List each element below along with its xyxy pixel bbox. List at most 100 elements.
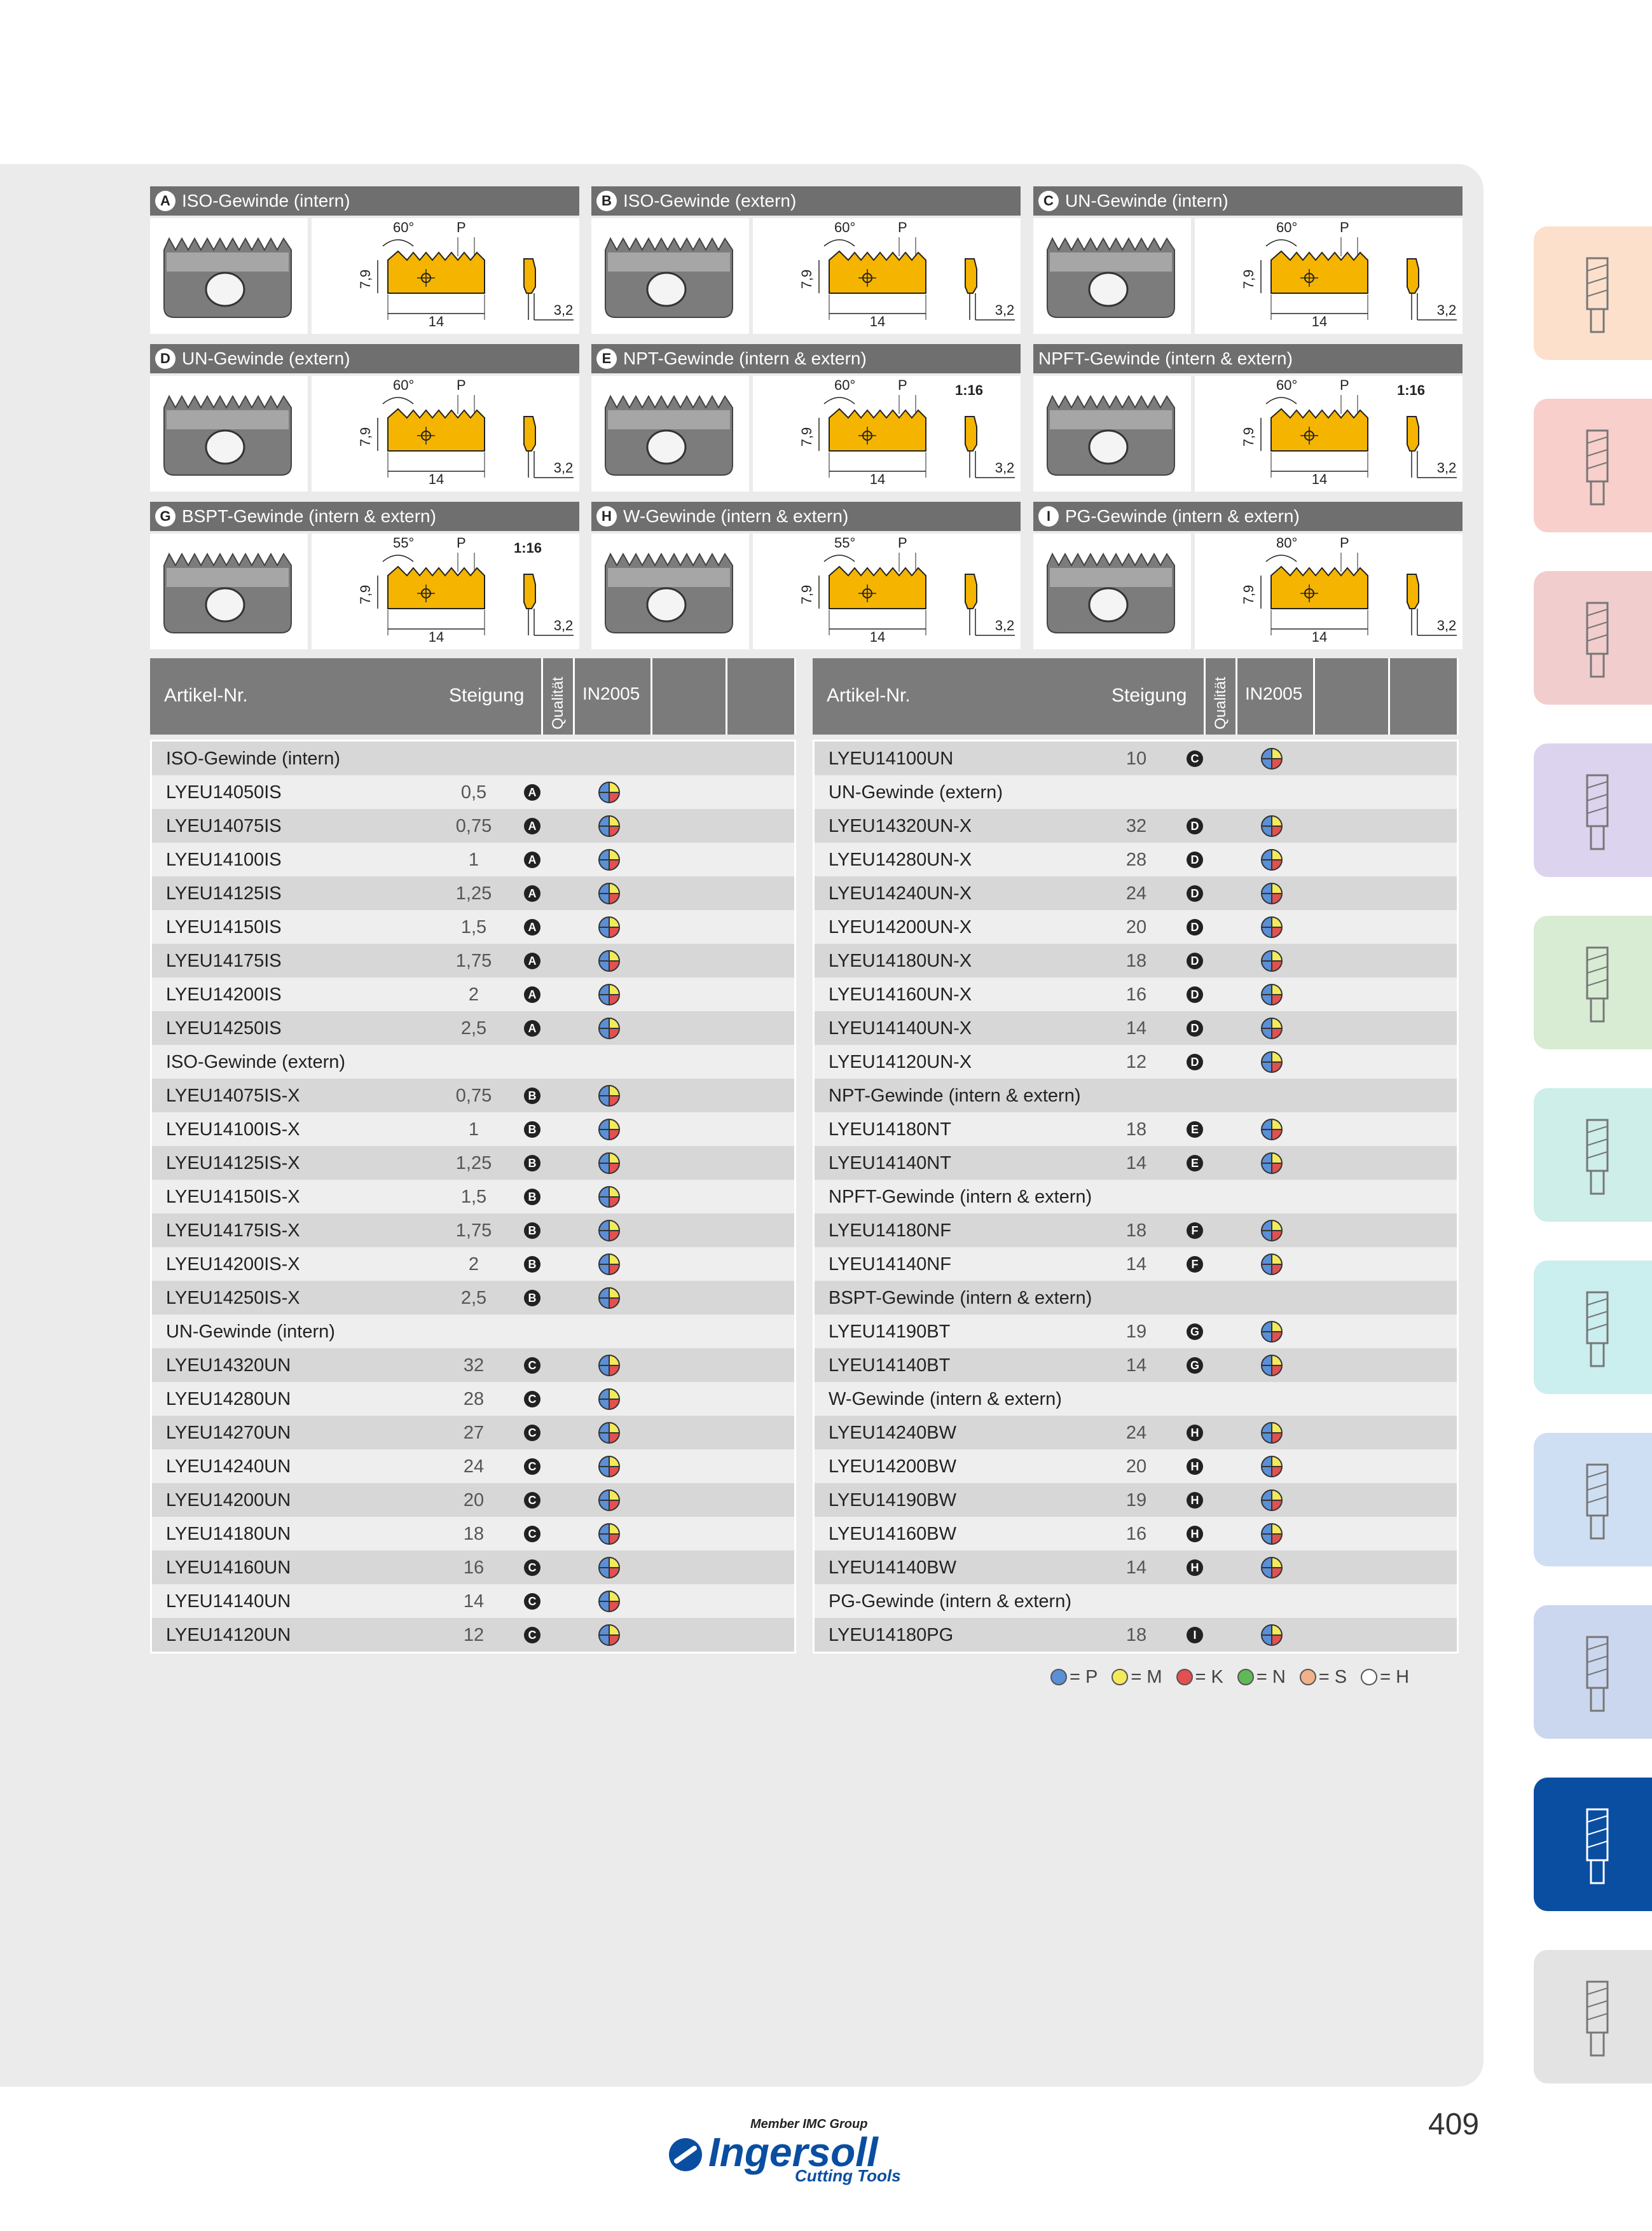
profile-card: I PG-Gewinde (intern & extern) 80° P 14 3,2 7,… bbox=[1033, 502, 1463, 649]
drawing-label-w: 14 bbox=[429, 314, 444, 329]
article-number: LYEU14100IS bbox=[166, 850, 282, 870]
side-tab[interactable] bbox=[1534, 1088, 1652, 1222]
table-row: LYEU14160UN 16 C bbox=[152, 1551, 794, 1584]
drawing-label-t: 3,2 bbox=[554, 618, 574, 633]
grade-material-icon bbox=[598, 815, 620, 837]
drawing-label-ratio: 1:16 bbox=[955, 382, 983, 398]
grade-material-icon bbox=[1261, 1557, 1283, 1578]
article-number: LYEU14140BT bbox=[829, 1355, 951, 1376]
table-row: LYEU14180PG 18 I bbox=[815, 1618, 1457, 1652]
table-row: LYEU14240UN-X 24 D bbox=[815, 876, 1457, 910]
table-row: LYEU14180NT 18 E bbox=[815, 1112, 1457, 1146]
profile-header: B ISO-Gewinde (extern) bbox=[591, 186, 1021, 216]
side-tab[interactable] bbox=[1534, 1950, 1652, 2083]
drawing-label-angle: 60° bbox=[393, 377, 414, 393]
group-row: ISO-Gewinde (extern) bbox=[152, 1045, 794, 1079]
profile-header: H W-Gewinde (intern & extern) bbox=[591, 502, 1021, 531]
legend-label: = H bbox=[1380, 1666, 1410, 1687]
table-row: LYEU14175IS 1,75 A bbox=[152, 944, 794, 977]
side-tab[interactable] bbox=[1534, 916, 1652, 1049]
table-row: LYEU14125IS 1,25 A bbox=[152, 876, 794, 910]
pitch-value: 2,5 bbox=[460, 1288, 487, 1308]
quality-badge: C bbox=[524, 1559, 540, 1576]
article-number: LYEU14240BW bbox=[829, 1423, 956, 1443]
drawing-label-w: 14 bbox=[870, 471, 885, 487]
side-tab[interactable] bbox=[1534, 399, 1652, 532]
grade-material-icon bbox=[598, 1355, 620, 1376]
grade-material-icon bbox=[598, 849, 620, 871]
drawing-label-pitch: P bbox=[1340, 219, 1349, 235]
side-tab[interactable] bbox=[1534, 1433, 1652, 1566]
grade-material-icon bbox=[1261, 1119, 1283, 1140]
table-row: LYEU14200UN 20 C bbox=[152, 1483, 794, 1517]
grade-material-icon bbox=[1261, 1051, 1283, 1073]
helical-mill-icon bbox=[1586, 774, 1609, 850]
table-row: LYEU14250IS 2,5 A bbox=[152, 1011, 794, 1045]
article-number: LYEU14240UN bbox=[166, 1456, 291, 1477]
table-row: LYEU14280UN 28 C bbox=[152, 1382, 794, 1416]
quality-badge: B bbox=[524, 1256, 540, 1273]
drawing-label-w: 14 bbox=[1312, 314, 1327, 329]
article-number: LYEU14280UN-X bbox=[829, 850, 972, 870]
table-row: LYEU14280UN-X 28 D bbox=[815, 843, 1457, 876]
pitch-value: 14 bbox=[1125, 1558, 1147, 1578]
grade-material-icon bbox=[598, 1152, 620, 1174]
table-row: LYEU14120UN-X 12 D bbox=[815, 1045, 1457, 1079]
table-row: LYEU14200BW 20 H bbox=[815, 1449, 1457, 1483]
quality-badge: D bbox=[1187, 919, 1203, 936]
profile-card: D UN-Gewinde (extern) 60° P 14 3,2 7,9 bbox=[150, 344, 579, 492]
pitch-value: 2 bbox=[468, 984, 479, 1005]
drawing-label-h: 7,9 bbox=[357, 270, 373, 289]
side-tab[interactable] bbox=[1534, 743, 1652, 877]
quality-badge: D bbox=[1187, 953, 1203, 969]
article-number: LYEU14200IS-X bbox=[166, 1254, 300, 1274]
group-row: W-Gewinde (intern & extern) bbox=[815, 1382, 1457, 1416]
grade-material-icon bbox=[598, 1523, 620, 1545]
grade-material-icon bbox=[1261, 1152, 1283, 1174]
quality-badge: H bbox=[1187, 1526, 1203, 1542]
table-row: LYEU14180UN-X 18 D bbox=[815, 944, 1457, 977]
legend-swatch bbox=[1361, 1669, 1378, 1686]
grade-material-icon bbox=[598, 1456, 620, 1477]
quality-badge: B bbox=[524, 1290, 540, 1306]
ingersoll-logo: Member IMC Group Ingersoll Cutting Tools bbox=[668, 2115, 941, 2185]
profile-title: ISO-Gewinde (intern) bbox=[182, 191, 350, 211]
article-number: LYEU14280UN bbox=[166, 1389, 291, 1409]
table-row: LYEU14140UN 14 C bbox=[152, 1584, 794, 1618]
table-body: ISO-Gewinde (intern) LYEU14050IS 0,5 A LYEU1… bbox=[150, 740, 796, 1654]
group-label: ISO-Gewinde (intern) bbox=[166, 749, 340, 769]
drawing-label-h: 7,9 bbox=[1241, 427, 1256, 447]
group-label: NPFT-Gewinde (intern & extern) bbox=[829, 1187, 1092, 1207]
drawing-label-pitch: P bbox=[898, 535, 907, 551]
grade-material-icon bbox=[1261, 1355, 1283, 1376]
grade-material-icon bbox=[1261, 1422, 1283, 1444]
side-tab[interactable] bbox=[1534, 226, 1652, 360]
side-tab[interactable] bbox=[1534, 571, 1652, 705]
profile-letter-badge: B bbox=[596, 191, 617, 211]
grade-material-icon bbox=[598, 1591, 620, 1612]
pitch-value: 18 bbox=[1125, 1625, 1147, 1645]
drawing-label-w: 14 bbox=[870, 629, 885, 645]
side-tab[interactable] bbox=[1534, 1261, 1652, 1394]
drawing-label-w: 14 bbox=[870, 314, 885, 329]
profile-title: BSPT-Gewinde (intern & extern) bbox=[182, 506, 436, 526]
profile-letter-badge: G bbox=[155, 506, 176, 527]
drawing-label-t: 3,2 bbox=[995, 460, 1015, 476]
grade-material-icon bbox=[1261, 849, 1283, 871]
grade-material-icon bbox=[1261, 815, 1283, 837]
pitch-value: 24 bbox=[1125, 1423, 1147, 1443]
side-tab[interactable] bbox=[1534, 1778, 1652, 1911]
grade-material-icon bbox=[1261, 950, 1283, 972]
group-row: NPFT-Gewinde (intern & extern) bbox=[815, 1180, 1457, 1213]
side-tab[interactable] bbox=[1534, 1605, 1652, 1739]
insert-photo bbox=[150, 534, 308, 649]
pitch-value: 1,5 bbox=[460, 1187, 487, 1207]
pitch-value: 10 bbox=[1125, 749, 1147, 769]
quality-badge: E bbox=[1187, 1155, 1203, 1171]
profile-title: UN-Gewinde (extern) bbox=[182, 349, 350, 368]
article-number: LYEU14140UN-X bbox=[829, 1018, 972, 1039]
profile-letter-badge: I bbox=[1038, 506, 1059, 527]
table-row: LYEU14140NF 14 F bbox=[815, 1247, 1457, 1281]
grade-material-icon bbox=[598, 1287, 620, 1309]
table-row: LYEU14125IS-X 1,25 B bbox=[152, 1146, 794, 1180]
